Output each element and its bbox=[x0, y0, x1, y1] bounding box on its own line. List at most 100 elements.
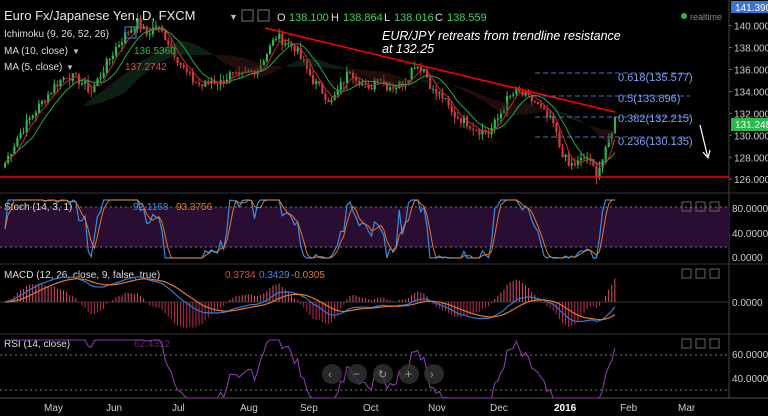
ichimoku-cloud-segment bbox=[159, 48, 163, 64]
ichimoku-cloud-segment bbox=[473, 91, 477, 97]
candle-body bbox=[456, 117, 459, 119]
ichimoku-cloud-segment bbox=[390, 73, 394, 86]
time-tick: Oct bbox=[363, 403, 379, 414]
candle-body bbox=[284, 43, 287, 46]
panel-up-icon[interactable] bbox=[681, 338, 692, 349]
fibonacci-levels: 0.618(135.577) 0.5(133.896) 0.382(132.21… bbox=[535, 72, 693, 148]
ichimoku-cloud-segment bbox=[143, 58, 147, 75]
ichimoku-cloud-segment bbox=[131, 66, 135, 87]
price-axis[interactable]: 140.000 138.000 136.000 134.000 132.000 130.0… bbox=[729, 22, 768, 187]
rsi-label[interactable]: RSI (14, close) bbox=[4, 339, 70, 350]
candle-body bbox=[589, 157, 592, 159]
ichimoku-cloud-segment bbox=[115, 78, 119, 97]
ichimoku-cloud-segment bbox=[359, 69, 363, 76]
symbol-title[interactable]: Euro Fx/Japanese Yen, D, FXCM bbox=[4, 8, 195, 23]
ichimoku-cloud-segment bbox=[479, 94, 483, 101]
ichimoku-cloud-segment bbox=[165, 45, 169, 60]
stoch-d-line bbox=[4, 199, 615, 259]
candle-body bbox=[244, 71, 247, 73]
candle-body bbox=[268, 45, 272, 55]
high-label: H bbox=[331, 12, 339, 24]
ichimoku-cloud-segment bbox=[519, 102, 523, 116]
candle-body bbox=[4, 162, 7, 168]
ichimoku-cloud-segment bbox=[386, 72, 390, 86]
candle-body bbox=[429, 77, 432, 89]
ichimoku-cloud-segment bbox=[571, 115, 575, 121]
settings-icon[interactable] bbox=[241, 9, 254, 22]
macd-label[interactable]: MACD (12, 26, close, 9, false, true) bbox=[4, 270, 160, 281]
candle-body bbox=[275, 38, 278, 40]
close-icon[interactable] bbox=[257, 9, 270, 22]
candle-body bbox=[438, 92, 441, 94]
fib-236-label: 0.236(130.135) bbox=[618, 136, 693, 148]
candle-body bbox=[321, 83, 324, 94]
zoom-in-button[interactable] bbox=[399, 364, 419, 384]
chevron-down-icon[interactable]: ▼ bbox=[229, 12, 238, 22]
panel-down-icon[interactable] bbox=[695, 268, 706, 279]
candle-body bbox=[493, 119, 496, 128]
reset-icon[interactable]: ↻ bbox=[378, 369, 387, 381]
ichimoku-cloud-segment bbox=[232, 55, 236, 70]
candle-body bbox=[53, 84, 56, 93]
ichimoku-cloud-segment bbox=[611, 129, 615, 145]
chevron-down-icon[interactable]: ▼ bbox=[66, 63, 74, 72]
ichimoku-cloud-segment bbox=[513, 102, 517, 116]
candle-body bbox=[194, 82, 198, 84]
ichimoku-cloud-segment bbox=[272, 65, 277, 73]
candle-body bbox=[170, 44, 173, 49]
ma5-label[interactable]: MA (5, close) bbox=[4, 62, 62, 73]
scroll-left-button[interactable] bbox=[322, 364, 342, 384]
panel-down-icon[interactable] bbox=[695, 201, 706, 212]
ichimoku-cloud-segment bbox=[217, 54, 221, 61]
ichimoku-cloud-segment bbox=[269, 65, 273, 75]
price-tick: 140.000 bbox=[734, 22, 768, 33]
chevron-left-icon[interactable]: ‹ bbox=[328, 369, 332, 381]
ichimoku-cloud-segment bbox=[97, 92, 101, 104]
candle-body bbox=[201, 84, 204, 87]
panel-up-icon[interactable] bbox=[681, 201, 692, 212]
candle-body bbox=[213, 81, 216, 84]
panel-close-icon[interactable] bbox=[709, 338, 720, 349]
candle-body bbox=[250, 70, 253, 72]
rsi-line bbox=[5, 339, 616, 399]
price-tick: 136.000 bbox=[734, 65, 768, 76]
chevron-down-icon[interactable]: ▼ bbox=[72, 47, 80, 56]
candle-body bbox=[435, 88, 438, 94]
ichimoku-cloud-segment bbox=[393, 74, 397, 87]
ma10-label[interactable]: MA (10, close) bbox=[4, 46, 68, 57]
panel-down-icon[interactable] bbox=[695, 338, 706, 349]
chevron-right-icon[interactable]: › bbox=[430, 369, 434, 381]
panel-close-icon[interactable] bbox=[709, 201, 720, 212]
candle-body bbox=[407, 79, 410, 84]
ichimoku-cloud-segment bbox=[137, 61, 141, 80]
ichimoku-cloud-segment bbox=[134, 63, 138, 84]
candle-body bbox=[71, 73, 74, 81]
ichimoku-label[interactable]: Ichimoku (9, 26, 52, 26) bbox=[4, 29, 109, 40]
ichimoku-cloud-segment bbox=[454, 85, 458, 88]
time-axis[interactable]: May Jun Jul Aug Sep Oct Nov Dec 2016 Feb Mar bbox=[44, 403, 696, 414]
ichimoku-cloud-segment bbox=[85, 101, 89, 107]
panel-up-icon[interactable] bbox=[681, 268, 692, 279]
zoom-out-button[interactable] bbox=[347, 364, 367, 384]
candle-body bbox=[318, 81, 321, 84]
ichimoku-cloud-segment bbox=[368, 70, 372, 81]
top-price-badge bbox=[731, 1, 768, 13]
stoch-label[interactable]: Stoch (14, 3, 1) bbox=[4, 202, 72, 213]
ichimoku-cloud-segment bbox=[297, 60, 301, 67]
candle-body bbox=[262, 61, 265, 66]
settings-icon[interactable] bbox=[124, 26, 137, 39]
scroll-right-button[interactable] bbox=[424, 364, 444, 384]
plus-icon[interactable]: + bbox=[405, 367, 412, 381]
candle-body bbox=[185, 67, 188, 72]
candle-body bbox=[182, 64, 185, 68]
candle-body bbox=[487, 132, 490, 135]
ichimoku-cloud-segment bbox=[577, 119, 581, 123]
fib-500-label: 0.5(133.896) bbox=[618, 93, 680, 105]
candle-body bbox=[543, 106, 546, 110]
price-tick: 128.000 bbox=[734, 153, 768, 164]
minus-icon[interactable]: − bbox=[353, 367, 360, 381]
panel-close-icon[interactable] bbox=[709, 268, 720, 279]
ichimoku-cloud-segment bbox=[402, 77, 406, 86]
reset-button[interactable] bbox=[373, 364, 393, 384]
